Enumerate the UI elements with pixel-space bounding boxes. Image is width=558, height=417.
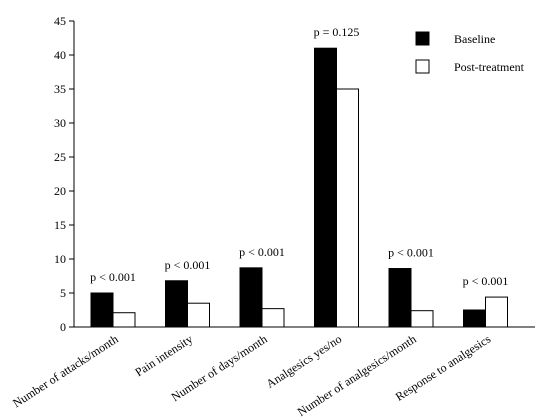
y-tick-label: 35 xyxy=(54,82,66,96)
legend-swatch xyxy=(415,59,430,74)
bar-baseline xyxy=(463,309,486,328)
y-tick-label: 25 xyxy=(54,150,66,164)
bar-baseline xyxy=(314,47,337,328)
y-tick-label: 10 xyxy=(54,252,66,266)
bar-baseline xyxy=(239,267,263,328)
bar-baseline xyxy=(90,292,114,328)
bar-post-treatment xyxy=(485,296,508,328)
bar-baseline xyxy=(388,268,412,328)
bar-post-treatment xyxy=(187,302,210,328)
y-tick-label: 15 xyxy=(54,218,66,232)
bar-post-treatment xyxy=(112,312,136,328)
bar-baseline xyxy=(165,280,188,328)
bar-post-treatment xyxy=(261,308,285,328)
x-tick-label: Number of attacks/month xyxy=(10,332,120,411)
legend: Baseline Post-treatment xyxy=(415,31,525,74)
p-value-annotation: p = 0.125 xyxy=(314,25,360,39)
p-value-annotation: p < 0.001 xyxy=(239,245,285,259)
axes: 0 5 10 15 20 25 30 35 40 45 xyxy=(54,14,535,334)
bar-post-treatment xyxy=(336,88,359,328)
p-value-annotation: p < 0.001 xyxy=(463,274,509,288)
p-value-annotation: p < 0.001 xyxy=(90,270,136,284)
x-tick-labels: Number of attacks/month Pain intensity Num… xyxy=(10,332,493,417)
bar-post-treatment xyxy=(410,310,434,328)
p-value-annotation: p < 0.001 xyxy=(388,246,434,260)
bars xyxy=(90,47,508,328)
y-tick-label: 0 xyxy=(60,320,66,334)
y-tick-label: 20 xyxy=(54,184,66,198)
legend-label: Post-treatment xyxy=(454,60,525,74)
y-tick-label: 40 xyxy=(54,48,66,62)
annotations: p < 0.001 p < 0.001 p < 0.001 p = 0.125 p < … xyxy=(90,25,508,288)
y-tick-label: 45 xyxy=(54,14,66,28)
x-tick-label: Pain intensity xyxy=(132,332,195,380)
legend-swatch xyxy=(415,31,430,46)
x-tick-label: Number of analgesics/month xyxy=(295,332,419,417)
legend-label: Baseline xyxy=(454,32,495,46)
y-tick-label: 5 xyxy=(60,286,66,300)
p-value-annotation: p < 0.001 xyxy=(165,258,211,272)
y-tick-label: 30 xyxy=(54,116,66,130)
